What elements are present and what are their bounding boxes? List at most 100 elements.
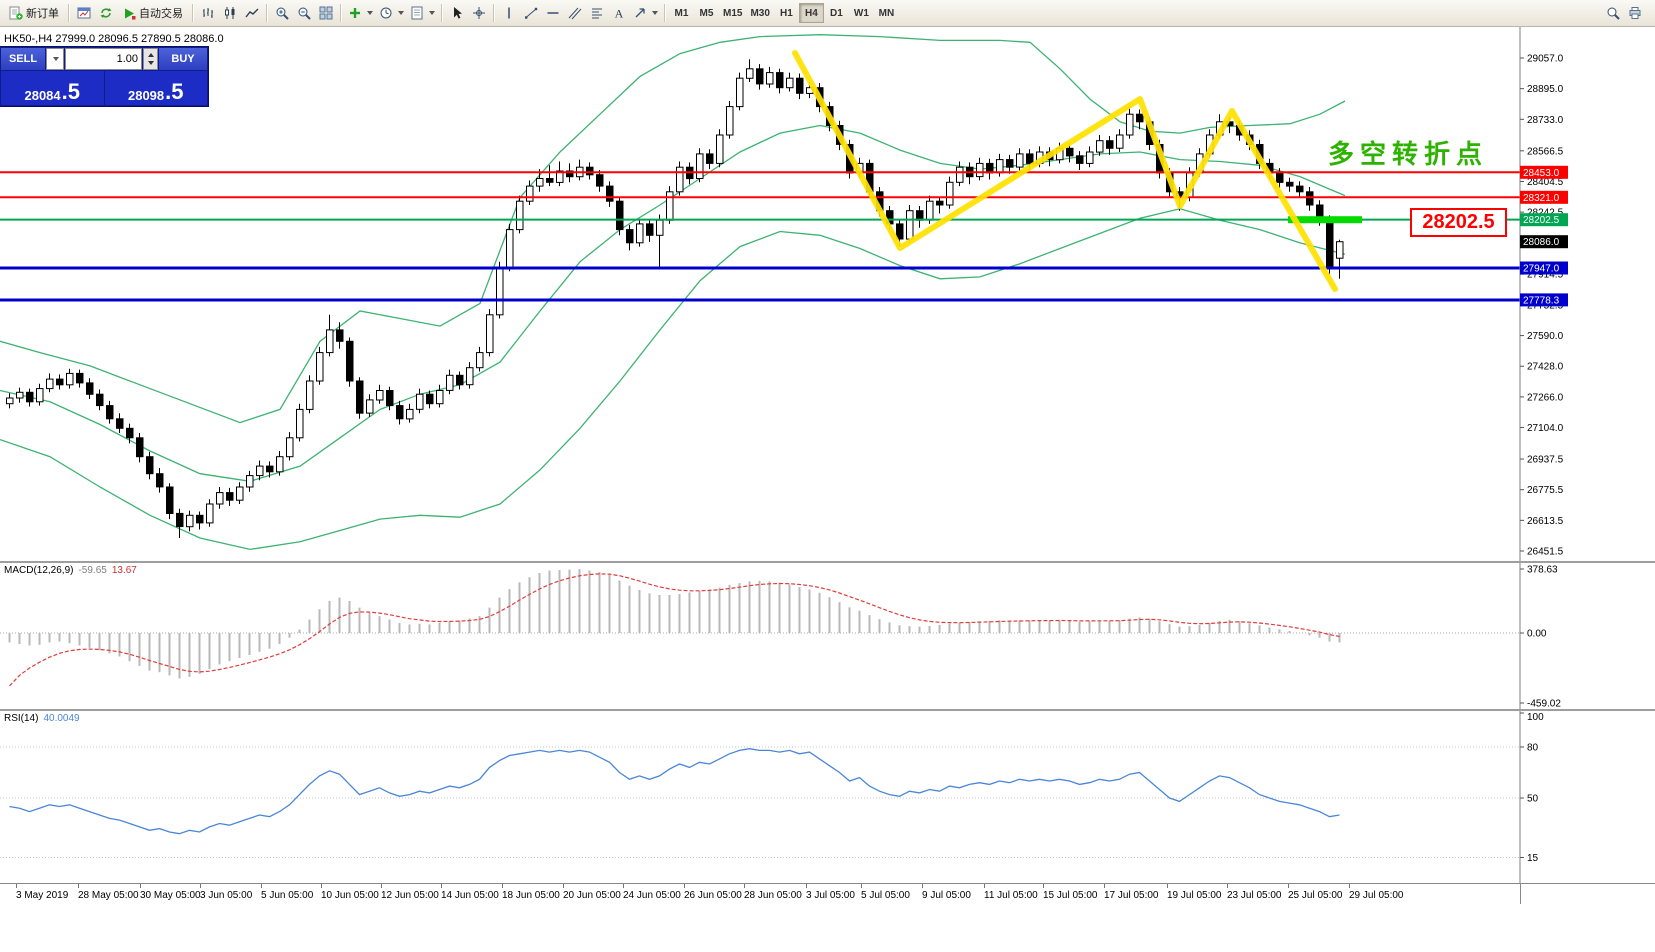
new-order-button[interactable]: 新订单 bbox=[3, 2, 65, 24]
candle-body bbox=[306, 380, 314, 410]
time-tick bbox=[1043, 884, 1044, 888]
svg-text:28453.0: 28453.0 bbox=[1523, 168, 1560, 179]
chevron-down-icon bbox=[398, 11, 404, 15]
candle-body bbox=[566, 170, 574, 178]
periods-button[interactable] bbox=[376, 2, 407, 24]
text-tool-button[interactable]: A bbox=[608, 2, 630, 24]
timeframe-D1[interactable]: D1 bbox=[824, 3, 849, 23]
time-tick bbox=[261, 884, 262, 888]
zoom-in-icon bbox=[275, 6, 289, 20]
candle-body bbox=[6, 397, 14, 405]
refresh-button[interactable] bbox=[95, 2, 117, 24]
bollinger-lower-band bbox=[0, 208, 1346, 551]
timeframe-M30[interactable]: M30 bbox=[746, 3, 773, 23]
timeframe-M5[interactable]: M5 bbox=[694, 3, 719, 23]
main-chart-panel: 29057.0 28895.0 28733.0 28566.5 28404.5 28242… bbox=[0, 27, 1655, 561]
candle-body bbox=[456, 374, 464, 386]
macd-scale-label: -459.02 bbox=[1527, 699, 1561, 710]
trendline-tool-button[interactable] bbox=[520, 2, 542, 24]
sell-price-main: 28084 bbox=[24, 88, 61, 103]
timeframe-H4[interactable]: H4 bbox=[798, 3, 824, 23]
candle-body bbox=[976, 162, 984, 178]
candle-body bbox=[786, 77, 794, 89]
line-chart-type-button[interactable] bbox=[241, 2, 263, 24]
price-tag-28453.0 bbox=[1520, 165, 1568, 179]
time-label: 23 Jul 05:00 bbox=[1227, 890, 1282, 901]
candle-body bbox=[86, 382, 94, 395]
time-tick bbox=[684, 884, 685, 888]
svg-text:28086.0: 28086.0 bbox=[1523, 237, 1560, 248]
candle-body bbox=[726, 106, 734, 136]
tile-windows-button[interactable] bbox=[315, 2, 337, 24]
candle-body bbox=[426, 393, 434, 405]
timeframe-W1[interactable]: W1 bbox=[849, 3, 874, 23]
candle-body bbox=[496, 267, 504, 316]
turning-point-annotation[interactable]: 多空转折点 bbox=[1328, 139, 1489, 169]
support-highlight-segment[interactable] bbox=[1288, 216, 1362, 224]
zoom-in-button[interactable] bbox=[271, 2, 293, 24]
zigzag-trend-annotation[interactable] bbox=[792, 50, 1338, 292]
price-tag-28321.0 bbox=[1520, 190, 1568, 204]
candle-body bbox=[1296, 185, 1304, 193]
toolbar: 新订单 自动交易 A M1 M5 M15 M30 H1 H4 D1 W1 MN bbox=[0, 0, 1655, 27]
candle-body bbox=[376, 390, 384, 401]
stepper-up-icon[interactable] bbox=[147, 53, 154, 57]
horizontal-line-tool-button[interactable] bbox=[542, 2, 564, 24]
candle-body bbox=[216, 492, 224, 505]
macd-label: MACD(12,26,9) -59.65 13.67 bbox=[4, 565, 137, 576]
candle-body bbox=[136, 437, 144, 458]
arrows-tool-button[interactable] bbox=[630, 2, 661, 24]
svg-text:27428.0: 27428.0 bbox=[1527, 362, 1564, 373]
rsi-name: RSI(14) bbox=[4, 713, 39, 724]
buy-price-display[interactable]: 28098.5 bbox=[104, 71, 207, 105]
search-icon bbox=[1606, 6, 1620, 20]
time-label: 19 Jul 05:00 bbox=[1167, 890, 1222, 901]
candlestick-chart-type-button[interactable] bbox=[219, 2, 241, 24]
timeframe-MN[interactable]: MN bbox=[874, 3, 899, 23]
channel-icon bbox=[568, 6, 582, 20]
search-button[interactable] bbox=[1602, 2, 1624, 24]
candle-body bbox=[116, 418, 124, 429]
channel-tool-button[interactable] bbox=[564, 2, 586, 24]
candle-body bbox=[166, 486, 174, 514]
svg-text:27266.0: 27266.0 bbox=[1527, 392, 1564, 403]
timeframe-M1[interactable]: M1 bbox=[669, 3, 694, 23]
time-label: 24 Jun 05:00 bbox=[623, 890, 681, 901]
stepper-down-icon[interactable] bbox=[147, 61, 154, 65]
buy-button[interactable]: BUY bbox=[159, 48, 207, 70]
volume-input[interactable] bbox=[66, 52, 141, 66]
rsi-value: 40.0049 bbox=[43, 713, 80, 724]
volume-dropdown[interactable] bbox=[46, 48, 64, 70]
vertical-line-tool-button[interactable] bbox=[498, 2, 520, 24]
volume-stepper[interactable] bbox=[143, 48, 158, 70]
candle-body bbox=[946, 181, 954, 206]
time-label: 25 Jul 05:00 bbox=[1288, 890, 1343, 901]
panel-splitter[interactable] bbox=[0, 561, 1655, 563]
candle-body bbox=[1126, 113, 1134, 136]
time-label: 10 Jun 05:00 bbox=[321, 890, 379, 901]
macd-signal-value: 13.67 bbox=[111, 565, 137, 576]
zoom-out-button[interactable] bbox=[293, 2, 315, 24]
candle-body bbox=[276, 456, 284, 473]
crosshair-button[interactable] bbox=[468, 2, 490, 24]
indicators-button[interactable] bbox=[345, 2, 376, 24]
auto-trading-button[interactable]: 自动交易 bbox=[117, 2, 189, 24]
bar-chart-type-button[interactable] bbox=[197, 2, 219, 24]
timeframe-M15[interactable]: M15 bbox=[719, 3, 746, 23]
chart-window-button[interactable] bbox=[73, 2, 95, 24]
volume-field-wrap bbox=[65, 48, 142, 70]
cursor-button[interactable] bbox=[446, 2, 468, 24]
price-callout-box[interactable]: 28202.5 bbox=[1410, 208, 1507, 237]
timeframe-H1[interactable]: H1 bbox=[774, 3, 799, 23]
panel-splitter[interactable] bbox=[0, 709, 1655, 711]
candle-body bbox=[1026, 153, 1034, 164]
sell-button[interactable]: SELL bbox=[1, 48, 45, 70]
candle-body bbox=[506, 229, 514, 268]
templates-button[interactable] bbox=[407, 2, 438, 24]
time-tick bbox=[78, 884, 79, 888]
fibonacci-tool-button[interactable] bbox=[586, 2, 608, 24]
svg-text:28404.5: 28404.5 bbox=[1527, 177, 1564, 188]
print-button[interactable] bbox=[1624, 2, 1646, 24]
price-tag-27947.0 bbox=[1520, 261, 1568, 275]
sell-price-display[interactable]: 28084.5 bbox=[1, 71, 104, 105]
